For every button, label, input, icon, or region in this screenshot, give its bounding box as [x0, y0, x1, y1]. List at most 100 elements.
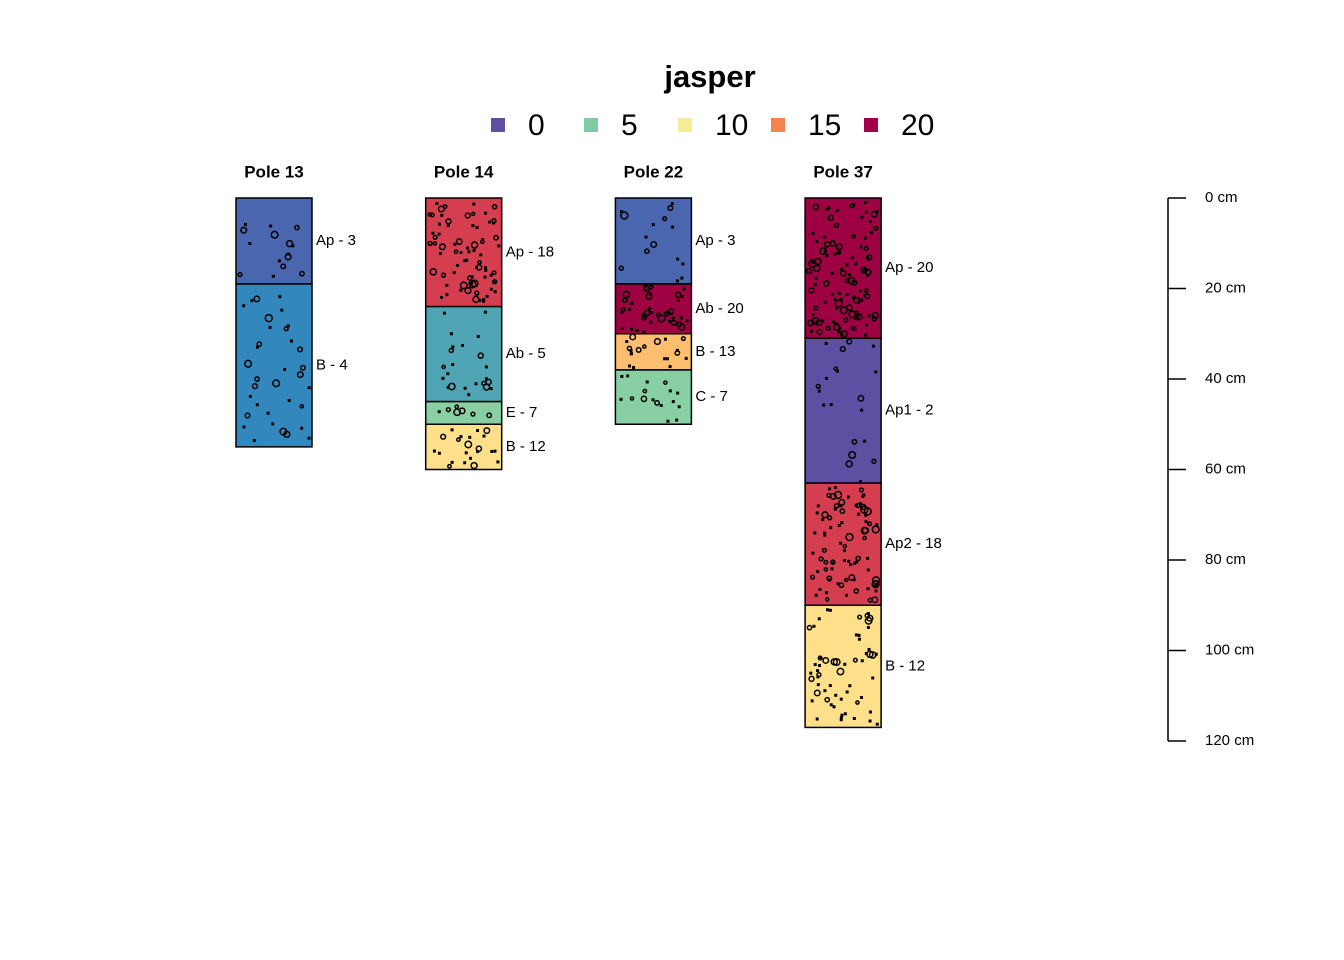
fragment	[676, 299, 680, 303]
fragment	[869, 230, 873, 234]
fragment	[823, 533, 827, 537]
fragment	[620, 211, 629, 220]
fragment	[294, 224, 300, 231]
fragment	[453, 249, 459, 255]
fragment	[466, 246, 470, 250]
fragment	[663, 380, 668, 385]
fragment	[491, 270, 497, 276]
fragment	[813, 264, 821, 273]
fragment	[813, 663, 817, 667]
fragment	[823, 300, 827, 304]
fragment	[831, 561, 835, 565]
fragment	[489, 387, 493, 391]
fragment	[472, 202, 476, 206]
fragment	[854, 262, 858, 266]
fragment	[823, 531, 827, 535]
fragment	[442, 311, 446, 315]
fragment	[823, 240, 831, 248]
fragment	[835, 306, 839, 310]
fragment	[493, 234, 499, 241]
fragment	[620, 326, 624, 330]
fragment	[805, 267, 813, 275]
fragment	[491, 218, 497, 224]
fragment	[467, 275, 473, 281]
fragment	[829, 526, 833, 530]
fragment	[845, 460, 853, 468]
fragment	[649, 292, 653, 296]
fragment	[862, 535, 867, 541]
fragment	[823, 567, 829, 572]
fragment	[837, 524, 841, 528]
fragment	[839, 330, 848, 339]
fragment	[860, 695, 864, 699]
fragment	[459, 250, 463, 254]
fragment	[809, 574, 816, 580]
fragment	[860, 659, 864, 663]
fragment	[851, 296, 855, 300]
fragment	[441, 364, 446, 370]
horizon	[804, 604, 882, 729]
fragment	[875, 523, 879, 527]
fragment	[848, 684, 852, 688]
fragment	[874, 370, 878, 374]
fragment	[437, 205, 445, 213]
fragment	[824, 591, 828, 595]
fragment	[277, 259, 281, 263]
legend-swatch	[584, 118, 598, 132]
fragment	[651, 223, 655, 227]
fragment	[811, 260, 815, 264]
fragment	[470, 211, 476, 217]
fragment	[483, 427, 491, 435]
fragment	[862, 294, 866, 298]
fragment	[670, 202, 674, 206]
fragment	[283, 367, 287, 371]
fragment	[289, 339, 293, 343]
fragment	[643, 285, 651, 293]
fragment	[489, 287, 493, 291]
fragment	[465, 258, 469, 262]
fragment	[632, 366, 636, 370]
legend-label: 10	[715, 109, 748, 142]
fragment	[680, 276, 684, 280]
fragment	[829, 703, 833, 707]
legend-label: 5	[621, 109, 638, 142]
fragment	[874, 583, 878, 587]
fragment	[815, 383, 821, 389]
fragment	[834, 693, 838, 697]
fragment	[816, 683, 820, 687]
profile-name: Pole 22	[624, 162, 684, 181]
fragment	[620, 310, 624, 314]
fragment	[871, 311, 880, 320]
fragment	[860, 298, 864, 302]
fragment	[484, 268, 488, 272]
fragment	[680, 294, 684, 298]
fragment	[839, 504, 843, 508]
fragment	[271, 274, 275, 278]
fragment	[871, 576, 881, 585]
fragment	[823, 689, 827, 693]
fragment	[853, 588, 860, 594]
fragment	[679, 316, 683, 320]
fragment	[863, 245, 869, 252]
fragment	[649, 320, 653, 324]
fragment	[447, 463, 452, 469]
fragment	[445, 407, 452, 413]
fragment	[456, 437, 461, 443]
fragment	[628, 364, 632, 368]
fragment	[467, 393, 471, 397]
fragment	[824, 696, 831, 703]
fragment	[482, 299, 486, 303]
fragment	[286, 252, 290, 256]
fragment	[285, 239, 294, 248]
fragment	[836, 582, 840, 586]
fragment	[667, 204, 674, 212]
fragment	[464, 451, 468, 455]
fragment	[671, 316, 675, 320]
fragment	[864, 323, 868, 327]
fragment	[858, 289, 862, 293]
fragment	[445, 283, 449, 287]
fragment	[628, 307, 632, 311]
fragment	[864, 612, 871, 619]
fragment	[642, 284, 649, 291]
legend-label: 0	[528, 109, 545, 142]
